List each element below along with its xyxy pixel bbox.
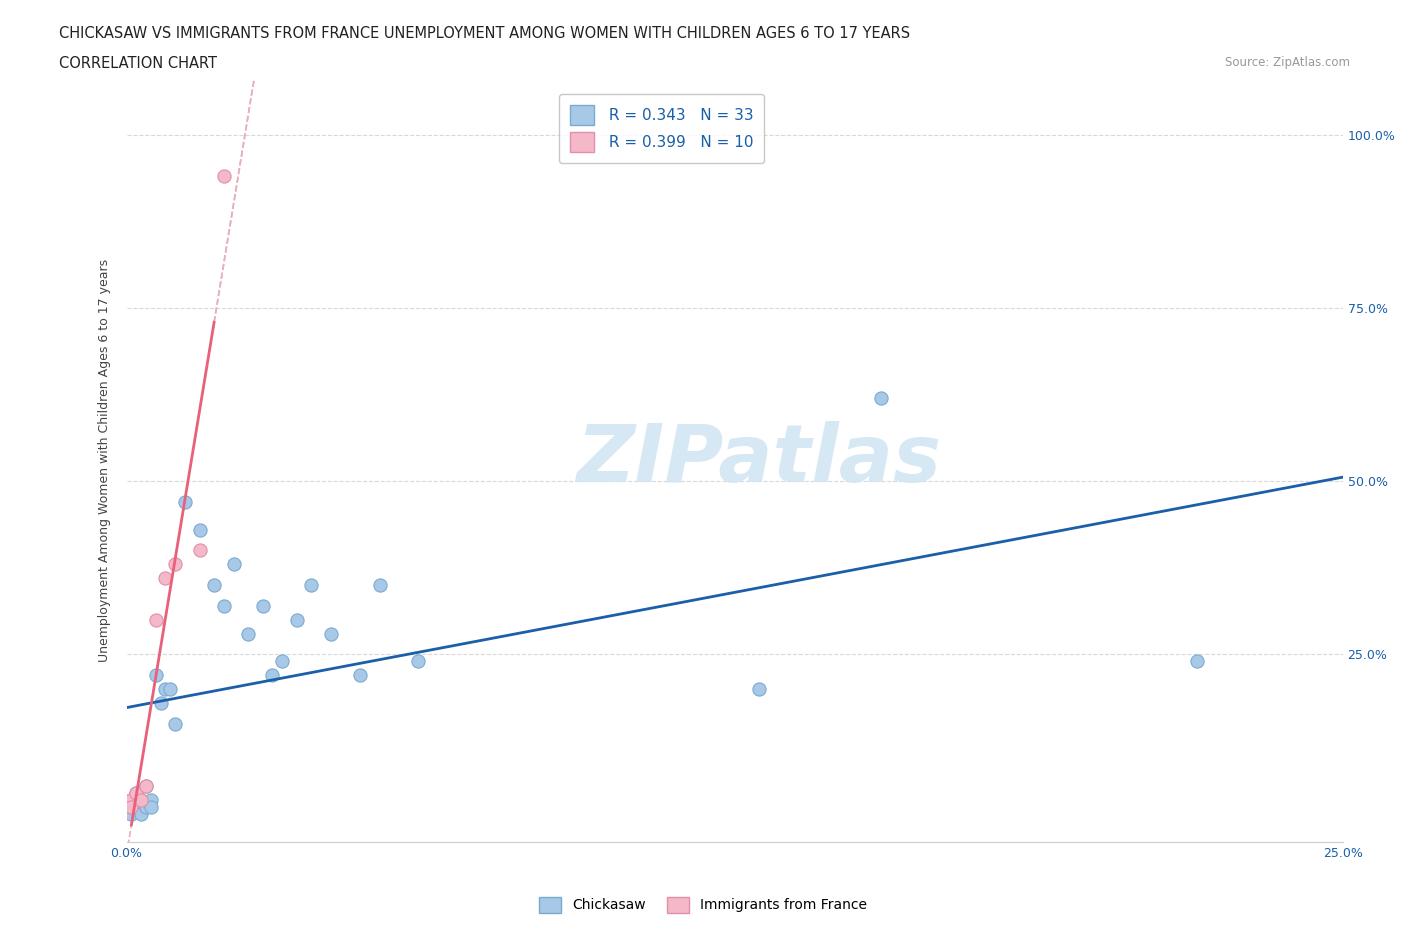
Point: [125, 786, 148, 801]
Point: [748, 682, 770, 697]
Point: [408, 654, 430, 669]
Point: [165, 557, 187, 572]
Point: [155, 571, 177, 586]
Point: [139, 800, 162, 815]
Point: [188, 523, 211, 538]
Point: [252, 599, 274, 614]
Point: [319, 626, 342, 641]
Point: [222, 557, 245, 572]
Point: [125, 786, 148, 801]
Point: [120, 806, 142, 821]
Point: [139, 792, 162, 807]
Point: [349, 668, 371, 683]
Point: [869, 391, 891, 405]
Point: [135, 778, 157, 793]
Text: CORRELATION CHART: CORRELATION CHART: [59, 56, 217, 71]
Point: [125, 800, 148, 815]
Point: [145, 668, 167, 683]
Point: [212, 599, 235, 614]
Point: [262, 668, 284, 683]
Legend: Chickasaw, Immigrants from France: Chickasaw, Immigrants from France: [533, 891, 873, 919]
Legend:  R = 0.343   N = 33,  R = 0.399   N = 10: R = 0.343 N = 33, R = 0.399 N = 10: [560, 94, 763, 163]
Point: [145, 612, 167, 627]
Point: [1185, 654, 1208, 669]
Point: [202, 578, 225, 592]
Point: [129, 806, 152, 821]
Point: [271, 654, 294, 669]
Text: ZIPatlas: ZIPatlas: [576, 421, 942, 499]
Text: CHICKASAW VS IMMIGRANTS FROM FRANCE UNEMPLOYMENT AMONG WOMEN WITH CHILDREN AGES : CHICKASAW VS IMMIGRANTS FROM FRANCE UNEM…: [59, 26, 910, 41]
Point: [188, 543, 211, 558]
Point: [120, 792, 142, 807]
Point: [129, 792, 152, 807]
Point: [212, 168, 235, 183]
Point: [299, 578, 322, 592]
Point: [155, 682, 177, 697]
Point: [135, 778, 157, 793]
Point: [120, 792, 142, 807]
Point: [285, 612, 308, 627]
Point: [159, 682, 181, 697]
Point: [236, 626, 259, 641]
Point: [165, 716, 187, 731]
Point: [368, 578, 391, 592]
Point: [174, 495, 197, 510]
Point: [129, 792, 152, 807]
Text: Source: ZipAtlas.com: Source: ZipAtlas.com: [1225, 56, 1350, 69]
Y-axis label: Unemployment Among Women with Children Ages 6 to 17 years: Unemployment Among Women with Children A…: [97, 259, 111, 662]
Point: [135, 800, 157, 815]
Point: [120, 800, 142, 815]
Point: [149, 696, 172, 711]
